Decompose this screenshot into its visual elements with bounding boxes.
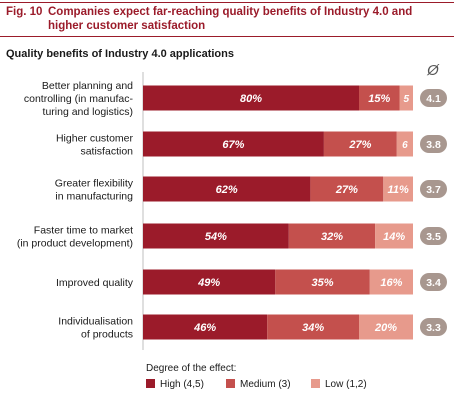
data-label-high: 54% — [205, 231, 227, 243]
data-label-medium: 27% — [348, 139, 371, 151]
data-label-high: 46% — [193, 322, 216, 334]
data-label-low: 14% — [383, 231, 405, 243]
bar-segment-high — [143, 85, 359, 111]
data-label-medium: 32% — [321, 231, 343, 243]
category-label: Greater flexibility — [55, 178, 134, 190]
bar-segment-high — [143, 269, 276, 295]
category-label: Higher customer — [56, 133, 134, 145]
category-label: in manufacturing — [55, 191, 133, 203]
legend-label-medium: Medium (3) — [240, 379, 291, 390]
bar-segment-medium — [288, 223, 376, 249]
average-value: 3.8 — [426, 139, 441, 151]
average-value: 3.5 — [426, 231, 441, 243]
figure-heading: Fig. 10 Companies expect far-reaching qu… — [6, 5, 446, 32]
average-value: 3.7 — [426, 184, 441, 196]
legend-label-high: High (4,5) — [160, 379, 204, 390]
category-label: turing and logistics) — [43, 106, 133, 118]
category-label: satisfaction — [80, 146, 133, 158]
legend-title: Degree of the effect: — [146, 363, 237, 374]
data-label-low: 11% — [388, 184, 409, 196]
bar-segment-medium — [275, 269, 370, 295]
legend-swatch-high — [146, 379, 155, 388]
data-label-low: 5 — [403, 94, 409, 105]
bar-segment-medium — [267, 314, 359, 340]
average-header: Ø — [427, 62, 439, 79]
legend-item-medium: Medium (3) — [226, 379, 291, 390]
legend-swatch-low — [311, 379, 320, 388]
title-rule — [0, 36, 454, 37]
legend-swatch-medium — [226, 379, 235, 388]
category-label: of products — [81, 329, 133, 341]
average-badge — [420, 318, 447, 336]
bar-segment-medium — [310, 176, 384, 202]
bar-segment-low — [396, 131, 413, 157]
bar-segment-low — [399, 85, 413, 111]
legend-label-low: Low (1,2) — [325, 379, 367, 390]
bar-segment-high — [143, 176, 311, 202]
average-value: 3.4 — [426, 277, 441, 289]
category-label: Better planning and — [42, 80, 133, 92]
figure-number: Fig. 10 — [6, 6, 43, 18]
category-label: (in product development) — [17, 238, 133, 250]
data-label-medium: 27% — [335, 184, 358, 196]
average-value: 4.1 — [426, 93, 441, 105]
average-badge — [420, 273, 447, 291]
average-badge — [420, 180, 447, 198]
bar-segment-low — [359, 314, 413, 340]
data-label-high: 49% — [197, 277, 220, 289]
top-rule — [0, 2, 454, 3]
category-label: controlling (in manufac- — [24, 93, 134, 105]
bar-segment-high — [143, 131, 324, 157]
data-label-medium: 15% — [368, 93, 390, 105]
bar-segment-medium — [359, 85, 400, 111]
bar-segment-low — [369, 269, 413, 295]
chart-title: Quality benefits of Industry 4.0 applica… — [6, 48, 234, 60]
bar-segment-high — [143, 314, 268, 340]
data-label-medium: 34% — [302, 322, 324, 334]
data-label-high: 67% — [222, 139, 244, 151]
data-label-low: 20% — [374, 322, 397, 334]
bar-segment-low — [383, 176, 413, 202]
legend-item-low: Low (1,2) — [311, 379, 367, 390]
data-label-high: 62% — [216, 184, 238, 196]
average-badge — [420, 89, 447, 107]
average-badge — [420, 227, 447, 245]
data-label-low: 6 — [402, 140, 408, 151]
bar-segment-low — [375, 223, 413, 249]
data-label-low: 16% — [380, 277, 402, 289]
average-badge — [420, 135, 447, 153]
category-label: Faster time to market — [34, 225, 133, 237]
bar-segment-medium — [323, 131, 397, 157]
average-value: 3.3 — [426, 322, 441, 334]
legend-item-high: High (4,5) — [146, 379, 204, 390]
category-label: Improved quality — [56, 277, 134, 289]
category-label: Individualisation — [58, 316, 133, 328]
figure-title: Companies expect far-reaching quality be… — [48, 6, 413, 32]
data-label-high: 80% — [240, 93, 262, 105]
data-label-medium: 35% — [312, 277, 334, 289]
bar-segment-high — [143, 223, 289, 249]
